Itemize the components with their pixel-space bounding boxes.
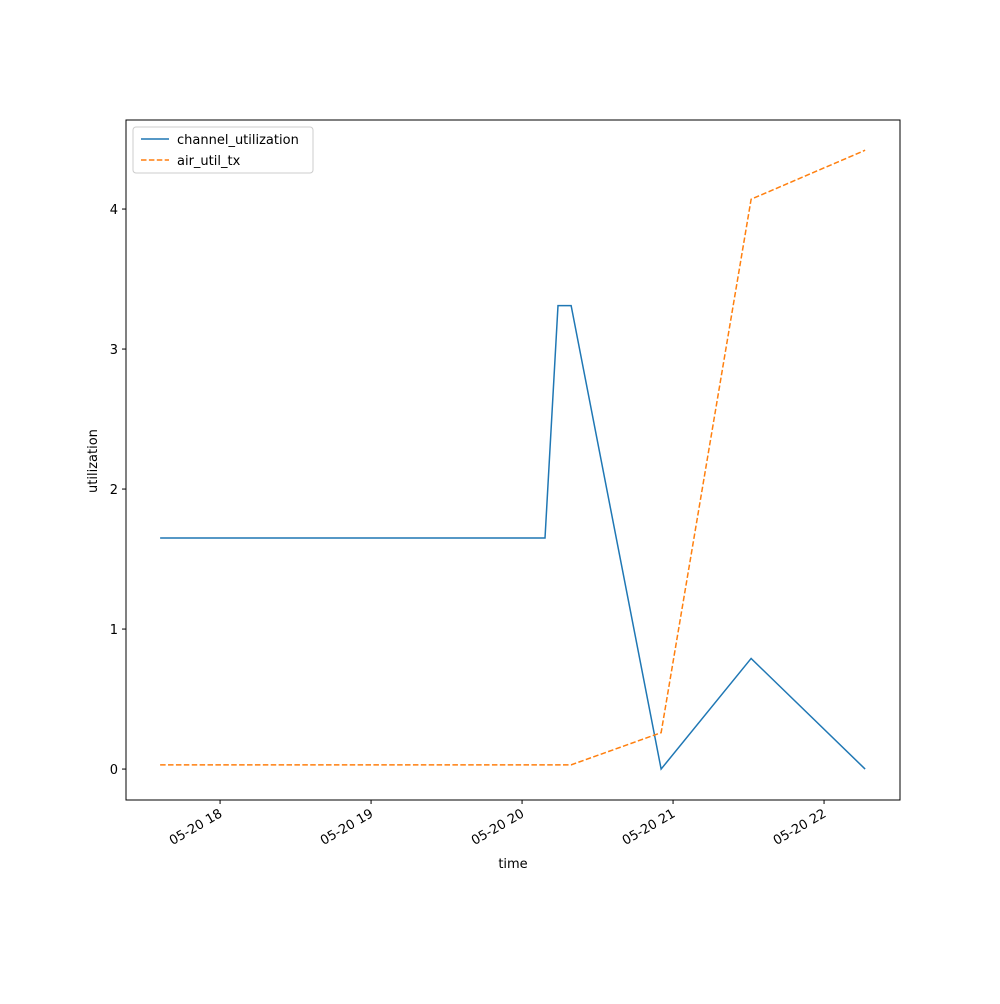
series-line bbox=[160, 304, 866, 771]
legend-label: channel_utilization bbox=[177, 133, 299, 148]
x-tick-label: 05-20 20 bbox=[469, 806, 527, 848]
x-tick-label: 05-20 19 bbox=[318, 806, 376, 848]
legend-label: air_util_tx bbox=[177, 154, 241, 169]
x-tick-label: 05-20 21 bbox=[620, 806, 678, 848]
plot-frame bbox=[125, 119, 901, 801]
y-tick-label: 3 bbox=[110, 343, 118, 358]
legend-box bbox=[132, 126, 314, 174]
y-tick-label: 4 bbox=[110, 203, 118, 218]
series-line bbox=[160, 149, 866, 766]
y-tick-label: 1 bbox=[110, 623, 118, 638]
y-axis-label: utilization bbox=[86, 429, 101, 493]
x-tick-label: 05-20 18 bbox=[167, 806, 225, 848]
x-axis-label: time bbox=[498, 857, 527, 872]
x-tick-label: 05-20 22 bbox=[771, 806, 829, 848]
y-tick-label: 0 bbox=[110, 763, 118, 778]
y-tick-label: 2 bbox=[110, 483, 118, 498]
